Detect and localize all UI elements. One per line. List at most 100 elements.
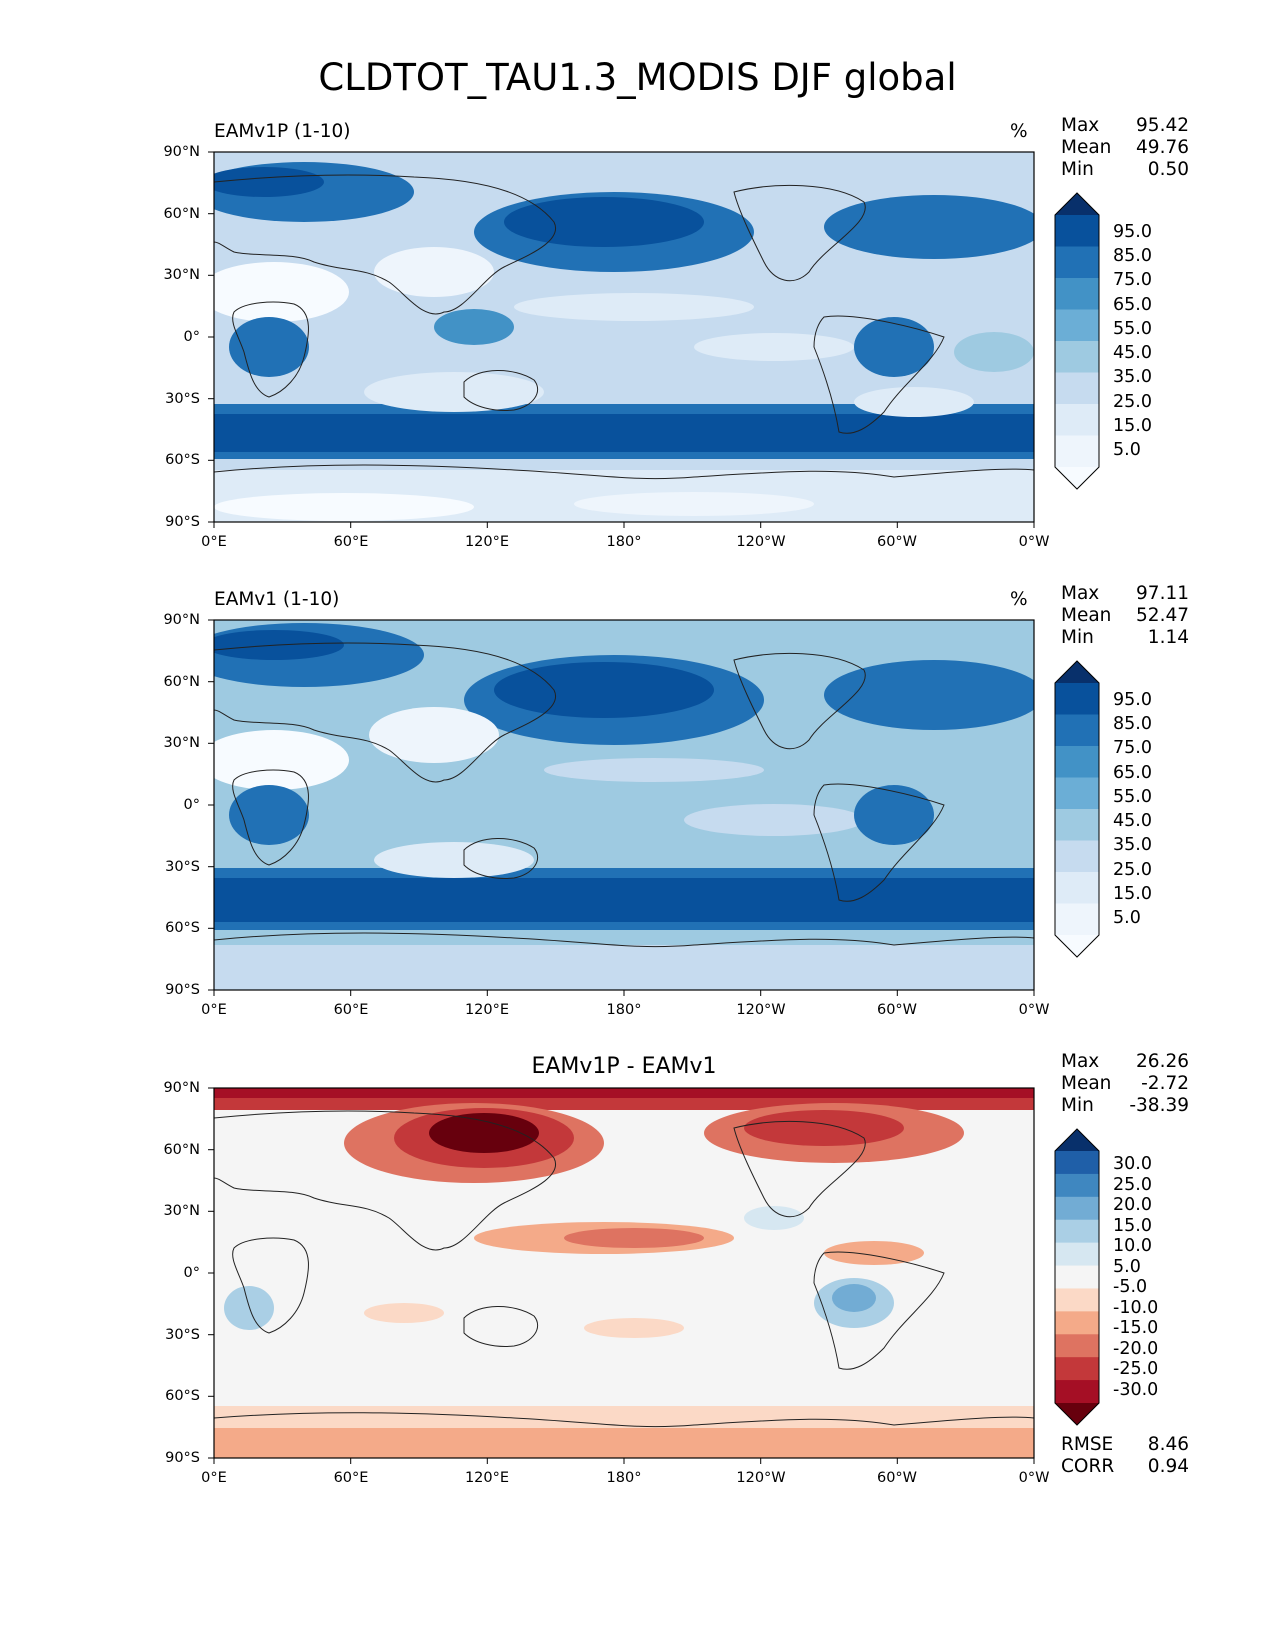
colorbar-segment (1055, 809, 1099, 841)
panel-1-lat-tick: 60°N (163, 206, 200, 222)
panel-3-corr-label: CORR (1061, 1456, 1115, 1477)
panel-3-colorbar-label: 25.0 (1113, 1175, 1152, 1195)
panel-3-colorbar-label: -25.0 (1113, 1359, 1159, 1379)
panel-1-colorbar-label: 55.0 (1113, 319, 1152, 339)
panel-3-lon-tick: 0°E (201, 1470, 227, 1486)
panel-1-ticks (208, 151, 1035, 528)
panel-2-min-label: Min (1061, 627, 1094, 648)
panel-2-lon-tick: 120°E (464, 1002, 510, 1018)
panel-1-colorbar (1054, 192, 1100, 490)
panel-3-lat-tick: 90°N (163, 1080, 200, 1096)
panel-2-map (208, 619, 1035, 996)
panel-1-mean-value: 49.76 (1136, 137, 1189, 158)
colorbar-outline (1054, 1128, 1100, 1426)
panel-3-lat-tick: 30°N (163, 1203, 200, 1219)
panel-1-colorbar-label: 65.0 (1113, 295, 1152, 315)
panel-2-lat-tick: 90°N (163, 612, 200, 628)
panel-1-coastlines (214, 174, 1034, 480)
panel-1-map (208, 151, 1035, 528)
colorbar-segment (1055, 372, 1099, 405)
panel-3-mean-value: -2.72 (1141, 1073, 1189, 1094)
panel-2-colorbar-label: 55.0 (1113, 787, 1152, 807)
panel-2-colorbar-label: 45.0 (1113, 811, 1152, 831)
panel-1-colorbar-label: 45.0 (1113, 343, 1152, 363)
panel-1-max-value: 95.42 (1136, 115, 1189, 136)
colorbar-segment (1055, 1173, 1099, 1198)
panel-3-colorbar-label: -5.0 (1113, 1277, 1148, 1297)
panel-3-lat-tick: 90°S (165, 1450, 200, 1466)
panel-3-colorbar-label: 5.0 (1113, 1257, 1141, 1277)
panel-3-siberia-max (429, 1113, 539, 1153)
panel-3-corr-value: 0.94 (1147, 1456, 1189, 1477)
panel-3-pacific-negative (564, 1228, 704, 1248)
panel-3-lon-tick: 120°W (736, 1470, 786, 1486)
panel-3-colorbar-label: -10.0 (1113, 1298, 1159, 1318)
panel-3-lon-tick: 60°E (333, 1470, 369, 1486)
panel-3-lon-tick: 180° (606, 1470, 642, 1486)
panel-2-mean-value: 52.47 (1136, 605, 1189, 626)
colorbar-extend-min (1055, 1403, 1099, 1425)
panel-2-sahara-clear (214, 730, 349, 790)
panel-1-sahara-clear (214, 262, 349, 322)
panel-2-max-label: Max (1061, 583, 1100, 604)
panel-2-lon-tick: 60°W (876, 1002, 918, 1018)
panel-2-lat-tick: 60°S (165, 920, 200, 936)
panel-2-colorbar-label: 95.0 (1113, 690, 1152, 710)
colorbar-segment (1055, 1311, 1099, 1335)
colorbar-segment (1055, 872, 1099, 904)
panel-1-lat-tick: 90°S (165, 514, 200, 530)
panel-2-lon-tick: 60°E (333, 1002, 369, 1018)
colorbar-segment (1055, 1380, 1099, 1404)
colorbar-segment (1055, 1357, 1099, 1381)
panel-1-colorbar-label: 15.0 (1113, 416, 1152, 436)
panel-2-lat-tick: 60°N (163, 674, 200, 690)
panel-3-lon-tick: 0°W (1018, 1470, 1050, 1486)
panel-1-min-label: Min (1061, 159, 1094, 180)
panel-1-africa-convection (229, 317, 309, 377)
colorbar-segment (1055, 1242, 1099, 1267)
colorbar-segment (1055, 777, 1099, 810)
colorbar-segment (1055, 903, 1099, 936)
panel-3-colorbar (1054, 1128, 1100, 1426)
colorbar-segment (1055, 246, 1099, 279)
panel-3-max-label: Max (1061, 1051, 1100, 1072)
colorbar-segment (1055, 278, 1099, 310)
panel-1-lon-tick: 120°W (736, 534, 786, 550)
panel-3-colorbar-label: 15.0 (1113, 1216, 1152, 1236)
panel-1-lon-tick: 120°E (464, 534, 510, 550)
panel-2-colorbar-label: 85.0 (1113, 714, 1152, 734)
panel-2-colorbar-label: 15.0 (1113, 884, 1152, 904)
panel-3-mean-label: Mean (1061, 1073, 1112, 1094)
panel-2-lon-tick: 180° (606, 1002, 642, 1018)
panel-3-lon-tick: 120°E (464, 1470, 510, 1486)
panel-2-lon-tick: 120°W (736, 1002, 786, 1018)
panel-2-colorbar-label: 5.0 (1113, 908, 1141, 928)
panel-2-title: EAMv1 (1-10) (214, 589, 340, 610)
colorbar-extend-max (1055, 1129, 1099, 1151)
colorbar-segment (1055, 840, 1099, 873)
panel-2-antarctica-fill (214, 945, 1034, 990)
colorbar-segment (1055, 435, 1099, 468)
colorbar-segment (1055, 215, 1099, 247)
panel-1-lon-tick: 60°E (333, 534, 369, 550)
panel-3-title: EAMv1P - EAMv1 (531, 1054, 717, 1079)
colorbar-segment (1055, 309, 1099, 342)
colorbar-segment (1055, 746, 1099, 778)
panel-2-lat-tick: 0° (183, 797, 200, 813)
panel-3-lat-tick: 0° (183, 1265, 200, 1281)
panel-2-mean-label: Mean (1061, 605, 1112, 626)
panel-2-ticks (208, 619, 1035, 996)
panel-3-colorbar-label: 20.0 (1113, 1195, 1152, 1215)
colorbar-segment (1055, 1288, 1099, 1312)
panel-1-colorbar-label: 95.0 (1113, 222, 1152, 242)
panel-1-title: EAMv1P (1-10) (214, 121, 351, 142)
panel-2-colorbar (1054, 660, 1100, 958)
panel-2-colorbar-label: 75.0 (1113, 738, 1152, 758)
colorbar-segment (1055, 341, 1099, 373)
panel-1-units: % (1010, 121, 1028, 142)
panel-3-rmse-label: RMSE (1061, 1434, 1114, 1455)
colorbar-outline (1054, 660, 1100, 958)
panel-1-colorbar-label: 35.0 (1113, 367, 1152, 387)
panel-1-lat-tick: 0° (183, 329, 200, 345)
panel-2-colorbar-label: 35.0 (1113, 835, 1152, 855)
